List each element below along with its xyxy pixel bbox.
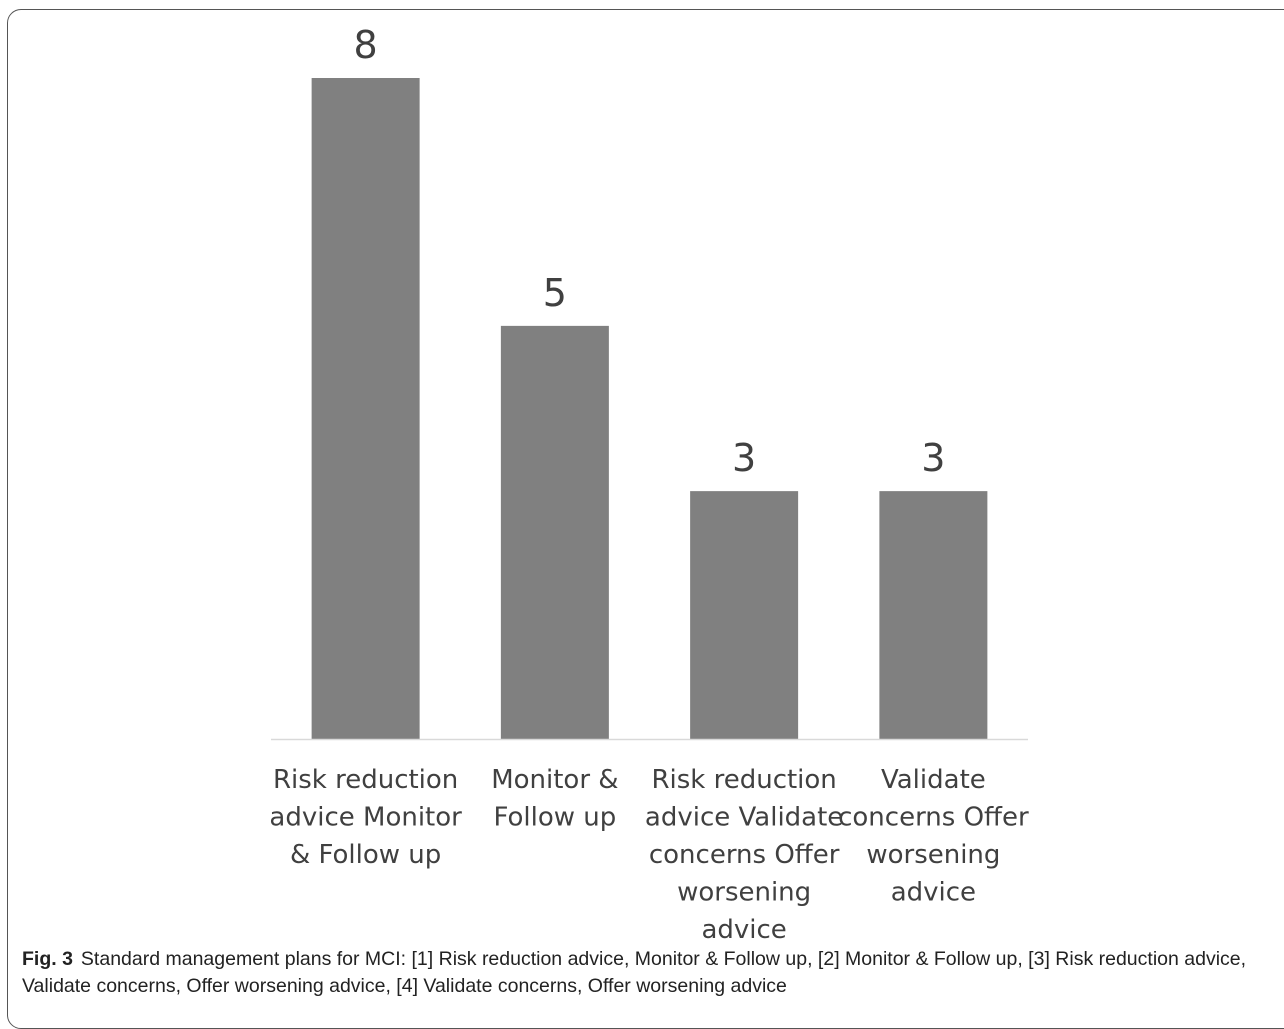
value-labels-layer: 8 5 3 3 <box>354 23 946 480</box>
bar-4 <box>879 491 988 739</box>
category-label-1-line-2: advice Monitor <box>269 803 462 833</box>
category-label-2-line-1: Monitor & <box>491 765 618 795</box>
category-label-3-line-4: worsening <box>677 878 811 908</box>
bar-1 <box>311 78 420 739</box>
category-label-2-line-2: Follow up <box>493 803 616 833</box>
category-label-4-line-1: Validate <box>881 765 986 795</box>
value-label-1: 8 <box>354 23 378 67</box>
figure-caption: Fig. 3 Standard management plans for MCI:… <box>22 946 1272 1000</box>
bars-layer <box>311 78 988 739</box>
bar-2 <box>500 325 609 739</box>
category-labels-layer: Risk reduction advice Monitor & Follow up M… <box>269 765 1029 940</box>
category-label-1-line-1: Risk reduction <box>273 765 458 795</box>
category-label-4-line-2: concerns Offer <box>838 803 1029 833</box>
category-label-3-line-3: concerns Offer <box>649 840 840 870</box>
figure-label: Fig. 3 <box>22 948 73 970</box>
category-label-4-line-3: worsening <box>866 840 1000 870</box>
figure-caption-text: Standard management plans for MCI: [1] R… <box>22 948 1247 997</box>
category-label-1-line-3: & Follow up <box>290 840 441 870</box>
value-label-3: 3 <box>732 436 756 480</box>
value-label-2: 5 <box>543 271 567 315</box>
value-label-4: 3 <box>921 436 945 480</box>
category-label-3-line-1: Risk reduction <box>651 765 836 795</box>
bar-chart: 8 5 3 3 Risk reduction advice Monitor & Follo… <box>269 23 1029 940</box>
category-label-4-line-4: advice <box>891 878 976 908</box>
category-label-3-line-2: advice Validate <box>645 803 843 833</box>
category-label-3-line-5: advice <box>701 915 786 940</box>
bar-3 <box>690 491 799 739</box>
